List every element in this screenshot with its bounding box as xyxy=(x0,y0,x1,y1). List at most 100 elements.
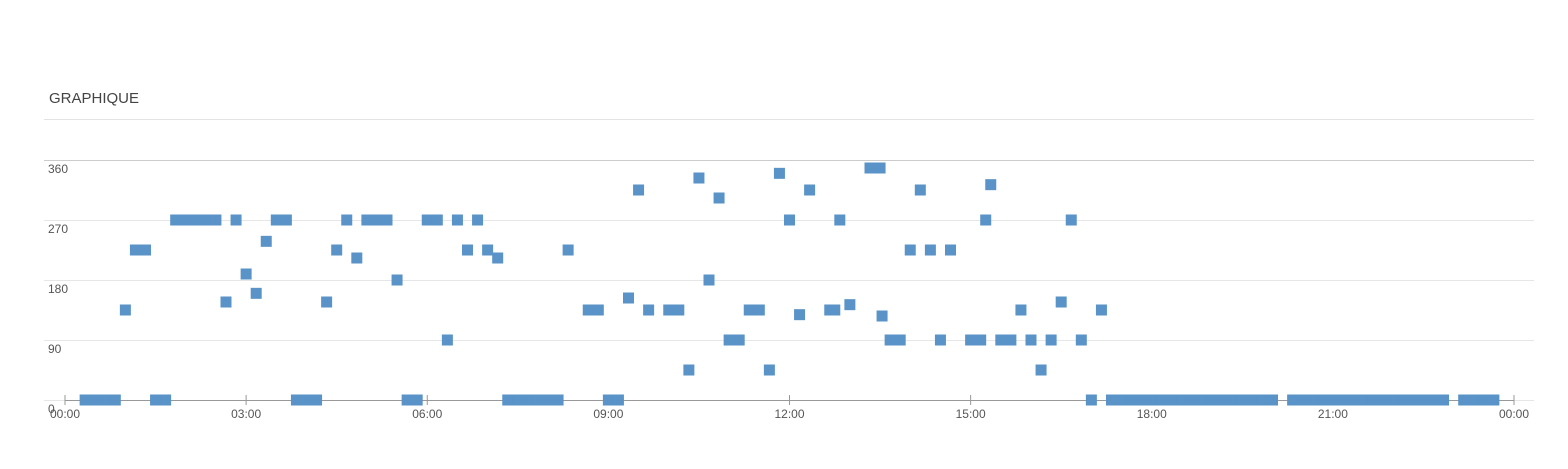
x-tick-label: 00:00 xyxy=(50,407,80,421)
point xyxy=(623,292,634,304)
point xyxy=(311,394,323,406)
point xyxy=(1327,394,1339,406)
point xyxy=(482,244,494,256)
point xyxy=(119,304,131,316)
point xyxy=(1347,394,1359,406)
point xyxy=(250,287,262,299)
chart-title: GRAPHIQUE xyxy=(49,90,139,107)
point xyxy=(673,304,685,316)
point xyxy=(763,364,775,376)
x-tick-label: 09:00 xyxy=(593,407,623,421)
point xyxy=(270,214,282,226)
point xyxy=(643,304,655,316)
point xyxy=(99,394,111,406)
point xyxy=(1397,394,1409,406)
point xyxy=(542,394,554,406)
point xyxy=(1045,334,1057,346)
point xyxy=(804,184,816,196)
x-tick-label: 21:00 xyxy=(1318,407,1348,421)
point xyxy=(391,274,403,286)
point xyxy=(421,214,433,226)
x-tick-label: 12:00 xyxy=(774,407,804,421)
point xyxy=(1256,394,1268,406)
point xyxy=(924,244,936,256)
point xyxy=(1156,394,1168,406)
point xyxy=(1025,334,1037,346)
x-tick-label: 15:00 xyxy=(956,407,986,421)
point xyxy=(743,304,755,316)
point xyxy=(592,304,604,316)
point xyxy=(980,214,992,226)
point xyxy=(1085,394,1097,406)
point xyxy=(89,394,101,406)
point xyxy=(713,192,725,204)
point xyxy=(109,394,121,406)
point xyxy=(1035,364,1047,376)
point xyxy=(602,394,614,406)
point xyxy=(633,184,645,196)
point xyxy=(1377,394,1389,406)
point xyxy=(876,310,888,322)
point xyxy=(1176,394,1188,406)
point xyxy=(160,394,172,406)
point xyxy=(1206,394,1218,406)
point xyxy=(784,214,795,226)
point xyxy=(431,214,443,226)
point xyxy=(79,394,91,406)
point xyxy=(301,394,312,406)
point xyxy=(371,214,383,226)
y-tick-label: 90 xyxy=(48,342,62,356)
point xyxy=(884,334,896,346)
point xyxy=(904,244,916,256)
point xyxy=(1015,304,1027,316)
point xyxy=(1488,394,1500,406)
point xyxy=(180,214,192,226)
point xyxy=(1468,394,1480,406)
point xyxy=(1417,394,1429,406)
point xyxy=(1005,334,1017,346)
point xyxy=(1226,394,1238,406)
point xyxy=(965,334,977,346)
point xyxy=(663,304,675,316)
y-tick-label: 180 xyxy=(48,282,68,296)
point xyxy=(562,244,574,256)
point xyxy=(230,214,242,226)
point xyxy=(612,394,624,406)
point xyxy=(260,235,272,247)
point xyxy=(522,394,534,406)
point xyxy=(975,334,987,346)
point xyxy=(874,162,886,174)
point xyxy=(733,334,745,346)
point xyxy=(532,394,544,406)
point xyxy=(200,214,212,226)
point xyxy=(1075,334,1087,346)
x-tick-label: 06:00 xyxy=(412,407,442,421)
point xyxy=(1246,394,1258,406)
point xyxy=(1387,394,1399,406)
point xyxy=(1106,394,1117,406)
point xyxy=(894,334,906,346)
point xyxy=(492,252,504,264)
point xyxy=(582,304,594,316)
point xyxy=(1407,394,1419,406)
point xyxy=(1186,394,1198,406)
point xyxy=(864,162,876,174)
point xyxy=(1307,394,1319,406)
point xyxy=(280,214,292,226)
point xyxy=(945,244,956,256)
point xyxy=(512,394,524,406)
point xyxy=(411,394,423,406)
point xyxy=(829,304,841,316)
point xyxy=(1267,394,1278,406)
point xyxy=(190,214,202,226)
point xyxy=(1428,394,1439,406)
y-tick-label: 270 xyxy=(48,222,68,236)
point xyxy=(462,244,473,256)
point xyxy=(683,364,695,376)
point xyxy=(129,244,141,256)
point xyxy=(1136,394,1148,406)
point xyxy=(170,214,182,226)
point xyxy=(1297,394,1309,406)
point xyxy=(914,184,926,196)
